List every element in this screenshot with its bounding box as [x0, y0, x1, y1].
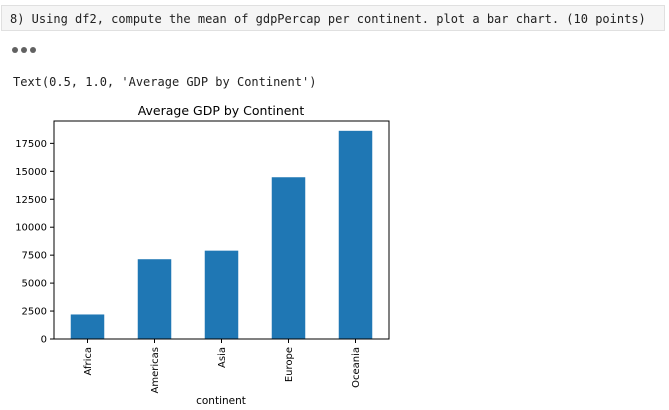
- x-axis-label: continent: [196, 395, 246, 407]
- bar-americas: [137, 259, 172, 339]
- y-tick-label: 7500: [22, 251, 47, 262]
- x-axis-tick-labels: Africa Americas Asia Europe Oceania: [83, 339, 362, 393]
- y-tick-label: 10000: [15, 223, 47, 234]
- y-tick-label: 15000: [15, 167, 47, 178]
- y-tick-label: 12500: [15, 195, 47, 206]
- chart-title: Average GDP by Continent: [138, 103, 305, 118]
- code-cell-text[interactable]: 8) Using df2, compute the mean of gdpPer…: [10, 12, 646, 26]
- x-tick-label-africa: Africa: [83, 347, 94, 376]
- y-tick-label: 0: [41, 335, 47, 346]
- code-cell[interactable]: 8) Using df2, compute the mean of gdpPer…: [1, 5, 665, 31]
- y-axis-ticks: 0 2500 5000 7500 10000 12500 15000 17500: [15, 139, 54, 346]
- bars: [70, 130, 373, 339]
- x-tick-label-oceania: Oceania: [351, 347, 362, 388]
- y-tick-label: 17500: [15, 139, 47, 150]
- y-tick-label: 5000: [22, 279, 47, 290]
- x-tick-label-asia: Asia: [217, 347, 228, 368]
- bar-africa: [70, 314, 105, 339]
- bar-oceania: [338, 130, 373, 339]
- x-tick-label-americas: Americas: [150, 347, 161, 393]
- more-options-icon[interactable]: [12, 47, 36, 53]
- bar-europe: [271, 177, 306, 339]
- cell-output-text: Text(0.5, 1.0, 'Average GDP by Continent…: [13, 75, 317, 89]
- plot-frame: [53, 120, 390, 340]
- bar-asia: [204, 250, 239, 339]
- y-tick-label: 2500: [22, 307, 47, 318]
- x-tick-label-europe: Europe: [284, 347, 295, 382]
